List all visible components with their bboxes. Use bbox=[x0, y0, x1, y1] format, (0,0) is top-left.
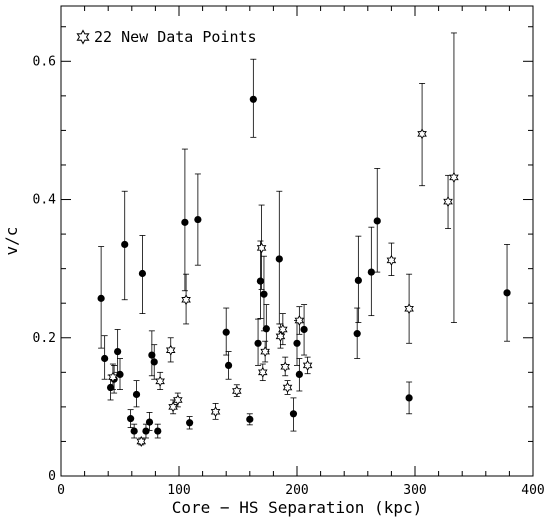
data-point-star bbox=[302, 359, 313, 371]
data-point-circle bbox=[295, 370, 303, 378]
x-tick-label: 400 bbox=[521, 483, 544, 498]
data-point-star bbox=[108, 371, 118, 383]
axis-ticks bbox=[60, 6, 534, 477]
data-point-star bbox=[210, 406, 221, 418]
x-tick-label: 300 bbox=[403, 483, 426, 498]
y-tick-label: 0.6 bbox=[33, 54, 56, 69]
data-point-circle bbox=[150, 358, 158, 366]
data-point-star bbox=[278, 323, 288, 335]
data-point-circle bbox=[373, 217, 381, 225]
x-axis-label: Core − HS Separation (kpc) bbox=[172, 498, 422, 517]
data-point-circle bbox=[154, 427, 162, 435]
data-point-circle bbox=[148, 351, 156, 359]
data-point-circle bbox=[503, 289, 511, 297]
y-axis-label: v/c bbox=[2, 227, 21, 256]
data-point-circle bbox=[249, 95, 257, 103]
data-point-circle bbox=[293, 339, 301, 347]
x-tick-label: 200 bbox=[285, 483, 308, 498]
data-point-star bbox=[282, 382, 293, 394]
data-point-star bbox=[275, 330, 286, 342]
data-point-star bbox=[232, 385, 242, 397]
y-tick-label: 0.2 bbox=[33, 331, 56, 346]
data-point-star bbox=[173, 394, 183, 406]
data-point-star bbox=[168, 401, 178, 413]
data-point-star bbox=[260, 346, 270, 358]
data-point-circle bbox=[114, 347, 122, 356]
data-point-circle bbox=[353, 330, 361, 338]
data-point-circle bbox=[142, 427, 150, 435]
plot-frame bbox=[60, 5, 534, 477]
data-point-star bbox=[386, 254, 397, 266]
data-point-circle bbox=[256, 277, 265, 285]
axis-tick-labels: 0 100 200 300 400 0 0.2 0.4 0.6 bbox=[33, 54, 545, 498]
data-point-circle bbox=[194, 215, 202, 224]
data-point-star bbox=[449, 171, 459, 183]
data-markers bbox=[97, 95, 511, 447]
data-point-circle bbox=[300, 325, 308, 334]
data-point-circle bbox=[224, 361, 233, 370]
data-point-circle bbox=[97, 294, 105, 302]
data-point-star bbox=[256, 242, 267, 254]
data-point-star bbox=[443, 196, 453, 208]
data-point-circle bbox=[254, 339, 262, 347]
data-point-circle bbox=[145, 418, 154, 426]
data-point-circle bbox=[130, 427, 138, 435]
data-point-circle bbox=[138, 269, 147, 278]
data-point-star bbox=[294, 314, 305, 327]
data-point-circle bbox=[289, 410, 298, 418]
data-point-circle bbox=[246, 415, 254, 423]
data-point-circle bbox=[181, 218, 189, 226]
data-point-circle bbox=[186, 419, 194, 427]
data-point-circle bbox=[262, 325, 270, 333]
data-point-star bbox=[257, 366, 268, 378]
data-point-circle bbox=[121, 240, 129, 249]
data-point-star bbox=[165, 344, 176, 356]
legend: 22 New Data Points bbox=[76, 28, 257, 46]
legend-star-marker bbox=[76, 29, 90, 45]
legend-star-icon bbox=[76, 29, 90, 45]
y-tick-label: 0.4 bbox=[33, 193, 57, 208]
data-point-star bbox=[404, 303, 414, 315]
data-point-circle bbox=[354, 276, 362, 284]
y-tick-label: 0 bbox=[48, 469, 56, 484]
data-point-star bbox=[181, 294, 191, 306]
data-point-star bbox=[280, 361, 290, 373]
x-tick-label: 0 bbox=[57, 483, 65, 498]
data-point-circle bbox=[116, 370, 124, 378]
legend-label: 22 New Data Points bbox=[94, 28, 257, 46]
data-point-circle bbox=[222, 328, 230, 336]
data-point-circle bbox=[367, 268, 375, 276]
data-point-star bbox=[136, 435, 147, 447]
data-point-star bbox=[417, 128, 427, 140]
data-point-circle bbox=[275, 255, 283, 263]
data-point-circle bbox=[260, 290, 268, 298]
data-point-circle bbox=[132, 390, 141, 399]
x-tick-label: 100 bbox=[167, 483, 190, 498]
data-point-star bbox=[155, 375, 165, 387]
data-point-circle bbox=[127, 415, 135, 423]
data-point-circle bbox=[106, 383, 115, 392]
data-point-circle bbox=[405, 394, 413, 402]
data-point-circle bbox=[101, 354, 109, 363]
